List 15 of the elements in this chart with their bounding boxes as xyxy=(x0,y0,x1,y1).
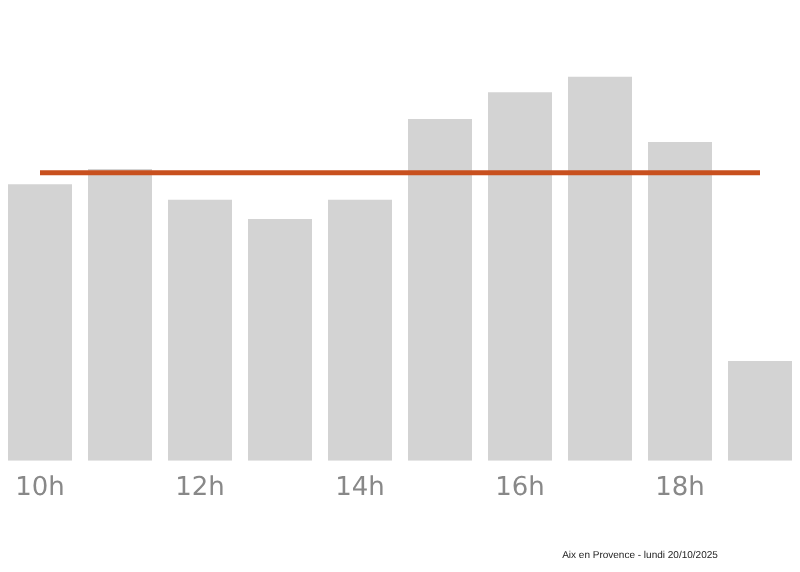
x-tick-label: 16h xyxy=(495,473,545,504)
x-tick-label: 14h xyxy=(335,473,385,504)
bar xyxy=(328,199,392,461)
bar xyxy=(408,119,472,461)
bar xyxy=(648,142,712,461)
x-tick-label: 12h xyxy=(175,473,225,504)
bar xyxy=(168,199,232,461)
bar xyxy=(568,76,632,461)
bar xyxy=(728,360,792,461)
x-tick-label: 18h xyxy=(655,473,705,504)
bar xyxy=(488,92,552,461)
bar xyxy=(248,218,312,461)
bar xyxy=(88,168,152,461)
x-tick-label: 10h xyxy=(15,473,65,504)
bar xyxy=(8,184,72,461)
